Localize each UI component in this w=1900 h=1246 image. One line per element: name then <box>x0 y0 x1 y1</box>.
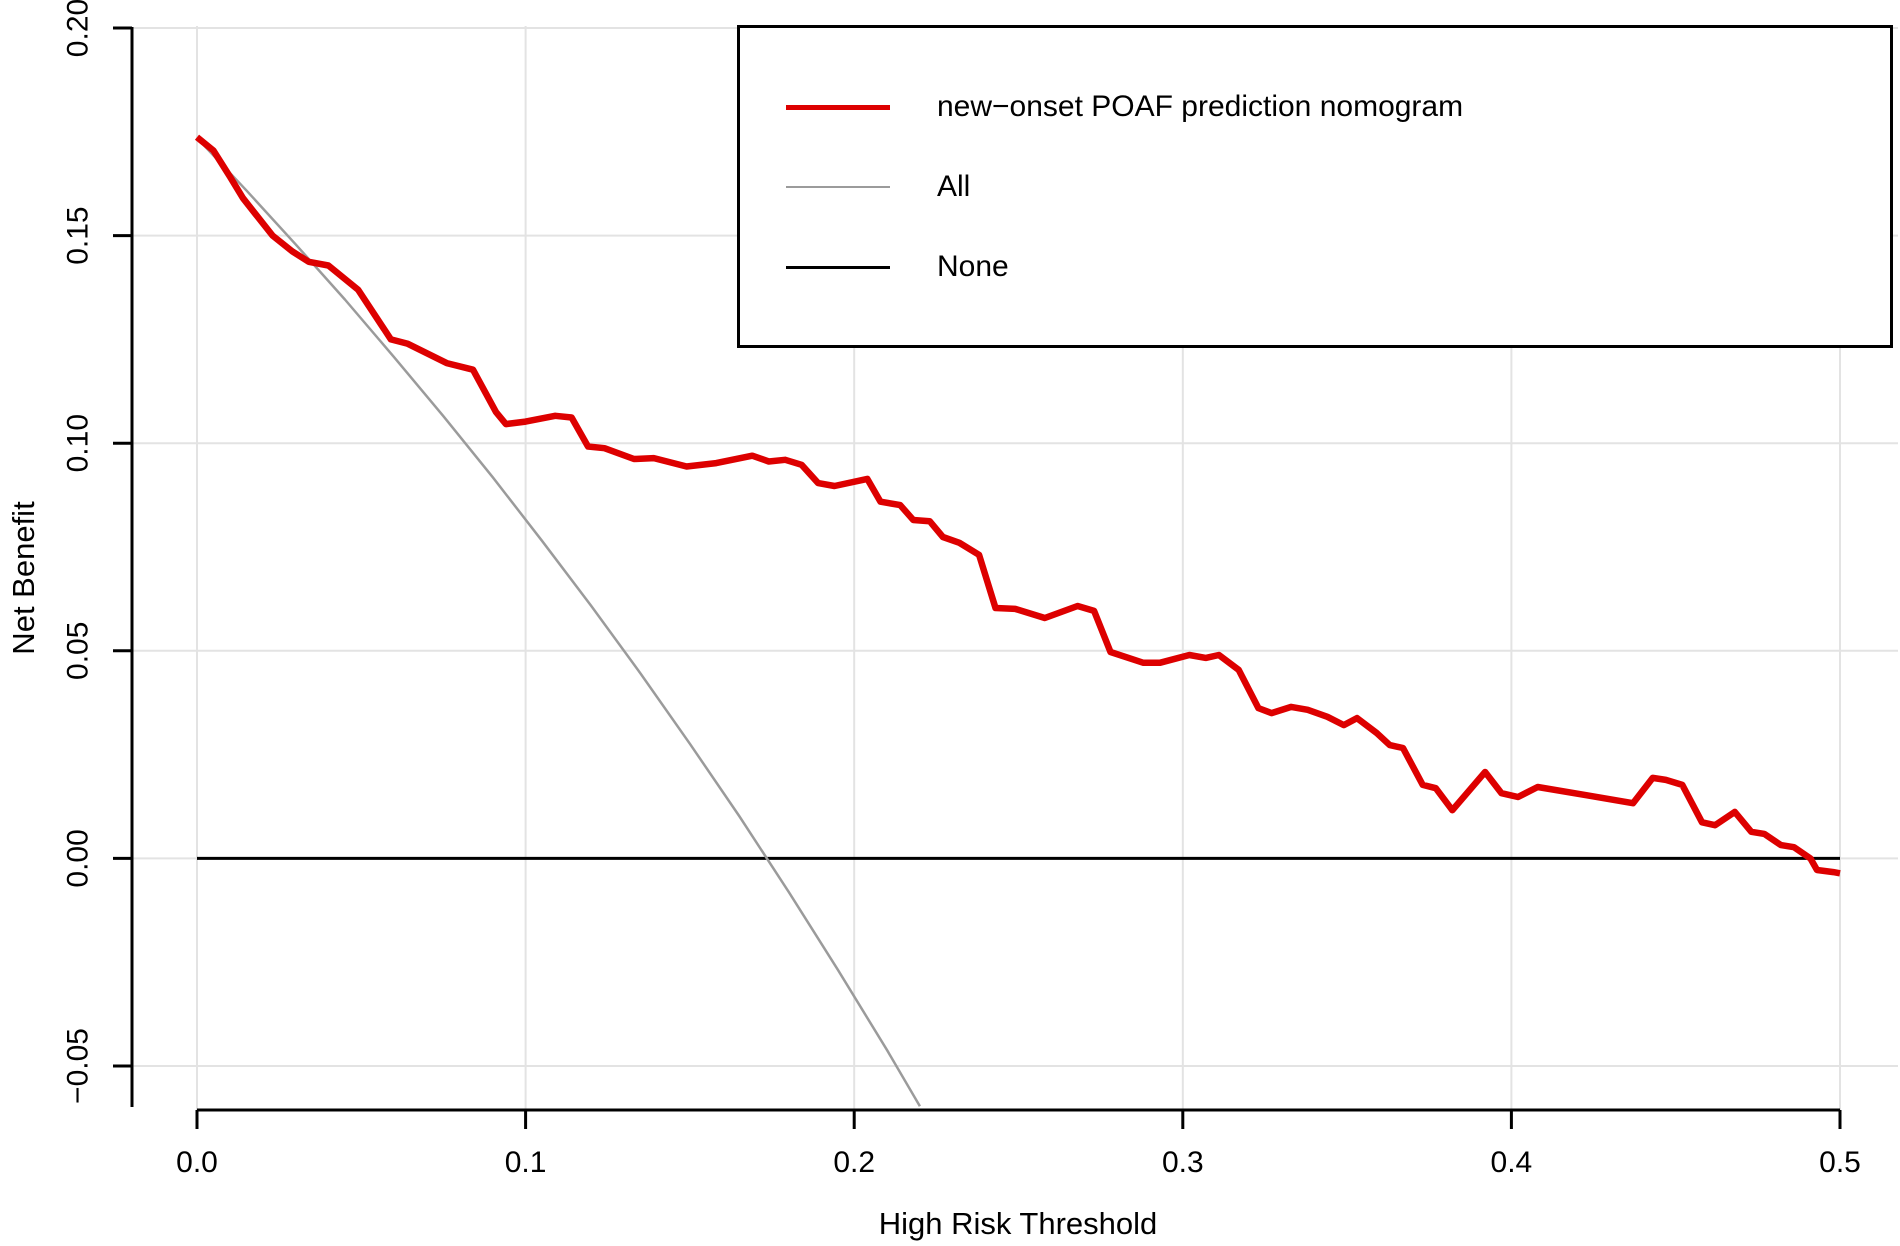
x-tick-label: 0.0 <box>176 1146 218 1179</box>
legend-line-sample <box>786 104 890 110</box>
x-tick-label: 0.5 <box>1819 1146 1861 1179</box>
legend-label: new−onset POAF prediction nomogram <box>937 90 1464 123</box>
all-line <box>196 137 921 1107</box>
x-tick-label: 0.3 <box>1162 1146 1204 1179</box>
legend-line-sample <box>786 265 890 269</box>
y-tick-label: 0.20 <box>62 0 95 57</box>
y-tick-label: 0.15 <box>62 206 95 264</box>
legend: new−onset POAF prediction nomogram All Non… <box>737 25 1893 348</box>
x-tick-label: 0.1 <box>505 1146 547 1179</box>
nomogram-line <box>194 134 1841 877</box>
y-tick-label: 0.00 <box>62 829 95 887</box>
legend-label: None <box>937 250 1009 283</box>
x-tick-label: 0.4 <box>1491 1146 1533 1179</box>
legend-line-sample <box>786 185 890 189</box>
legend-label: All <box>937 170 971 203</box>
y-axis-title: Net Benefit <box>6 501 41 655</box>
x-axis-title: High Risk Threshold <box>878 1206 1158 1241</box>
y-tick-label: 0.05 <box>62 622 95 680</box>
x-tick-label: 0.2 <box>833 1146 875 1179</box>
y-tick-label: −0.05 <box>62 1028 95 1104</box>
y-tick-label: 0.10 <box>62 414 95 472</box>
